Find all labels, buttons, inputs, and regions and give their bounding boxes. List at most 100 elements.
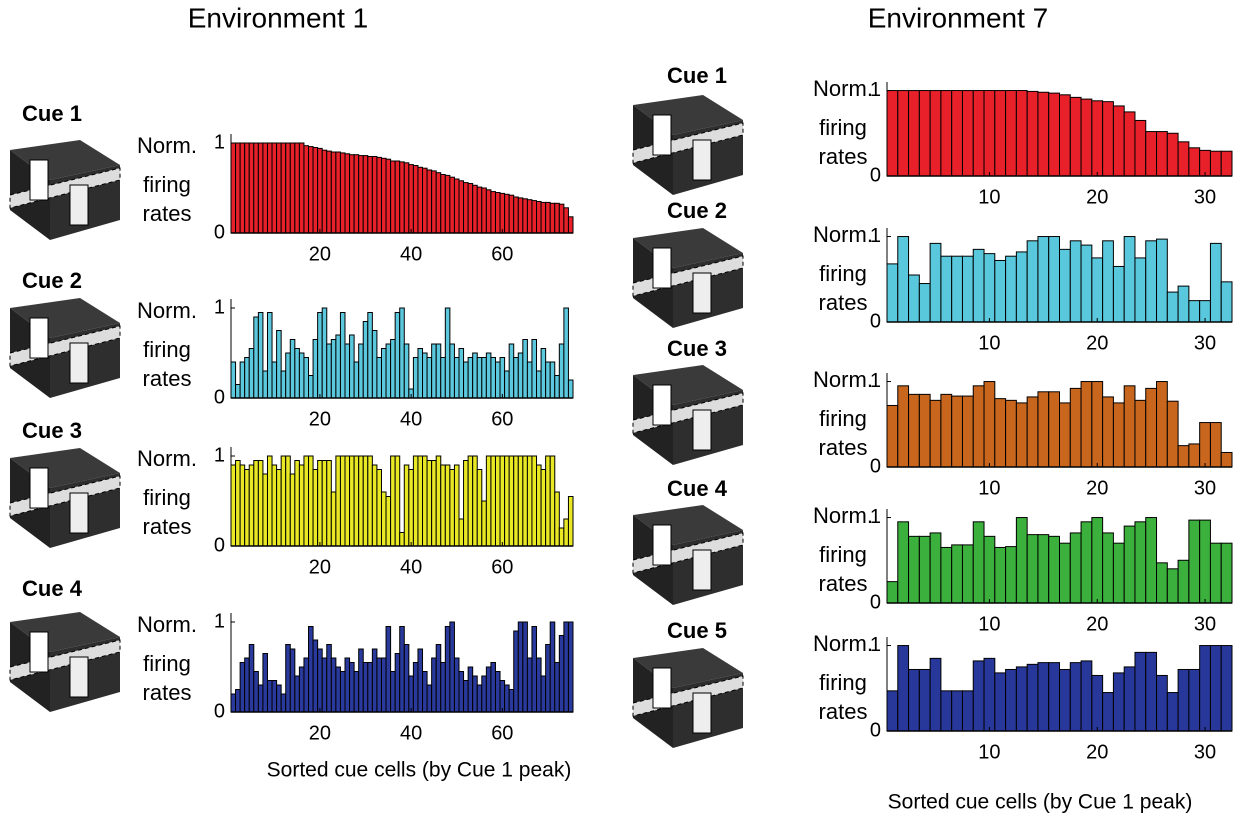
y-tick-label: 1 <box>214 131 225 153</box>
bar <box>1167 133 1178 176</box>
bar <box>514 197 519 233</box>
bar <box>381 158 386 233</box>
bar <box>1189 148 1200 176</box>
bar <box>236 143 241 233</box>
bar <box>391 456 396 546</box>
bar <box>432 658 437 712</box>
bar <box>286 645 291 713</box>
bar <box>254 143 259 233</box>
bar <box>486 667 491 712</box>
y-tick-label: 0 <box>214 534 225 556</box>
bar <box>1157 239 1168 322</box>
bar <box>240 362 245 398</box>
bar <box>1006 256 1017 322</box>
cue-image <box>633 365 743 465</box>
bar <box>427 170 432 233</box>
bar <box>527 200 532 233</box>
bar <box>258 143 263 233</box>
bar <box>509 344 514 398</box>
bar <box>309 456 314 546</box>
bar <box>400 627 405 713</box>
bar <box>1157 675 1168 731</box>
bar <box>1178 669 1189 731</box>
x-tick-label: 20 <box>1086 477 1108 499</box>
bar <box>1113 403 1124 467</box>
bar <box>486 353 491 398</box>
bar <box>1157 132 1168 176</box>
bar <box>546 202 551 233</box>
bar <box>477 685 482 712</box>
cue-object <box>30 318 48 358</box>
bar <box>500 358 505 399</box>
bar <box>564 622 569 712</box>
bar <box>249 645 254 713</box>
cue-object <box>653 385 671 425</box>
x-tick-label: 40 <box>400 556 422 578</box>
bar <box>409 470 414 547</box>
bar <box>263 371 268 398</box>
bar <box>400 162 405 233</box>
bar <box>423 353 428 398</box>
bar <box>372 157 377 234</box>
cue-title: Cue 3 <box>667 336 727 361</box>
bar <box>304 658 309 712</box>
bar <box>1167 569 1178 603</box>
y-axis-label: Norm. <box>813 367 873 392</box>
bar <box>962 691 973 731</box>
bar <box>550 362 555 398</box>
bar <box>377 157 382 233</box>
cue-image <box>10 140 120 240</box>
bar <box>1038 237 1049 322</box>
bar <box>495 362 500 398</box>
bar <box>245 470 250 547</box>
bar <box>464 681 469 713</box>
bar <box>413 166 418 234</box>
bar <box>537 658 542 712</box>
bar <box>277 331 282 399</box>
bar <box>363 322 368 399</box>
bar <box>568 217 573 233</box>
cue-object <box>653 115 671 155</box>
bar <box>445 175 450 233</box>
bar <box>995 547 1006 603</box>
bar <box>309 147 314 233</box>
bar <box>309 627 314 713</box>
x-tick-label: 20 <box>309 556 331 578</box>
bar <box>432 344 437 398</box>
cue-image <box>633 505 743 605</box>
bar <box>464 362 469 398</box>
bar <box>445 465 450 546</box>
bar <box>505 194 510 233</box>
bar <box>368 157 373 234</box>
bar <box>372 465 377 546</box>
cue-image <box>10 448 120 548</box>
bar <box>1049 392 1060 467</box>
bar <box>1006 91 1017 176</box>
bar <box>1146 652 1157 731</box>
cue-image <box>633 95 743 195</box>
bar <box>930 400 941 467</box>
y-tick-label: 0 <box>214 700 225 722</box>
bar <box>537 371 542 398</box>
bar <box>491 663 496 713</box>
x-tick-label: 60 <box>491 556 513 578</box>
bar <box>454 465 459 546</box>
bar <box>482 676 487 712</box>
bar <box>281 371 286 398</box>
bar <box>473 353 478 398</box>
bar <box>962 545 973 603</box>
y-axis-label: firing <box>819 115 867 140</box>
bar <box>258 313 263 399</box>
bar <box>340 153 345 233</box>
bar <box>1092 258 1103 322</box>
bar <box>887 405 898 467</box>
bar <box>1210 543 1221 603</box>
bar <box>1189 520 1200 603</box>
bar <box>1189 301 1200 322</box>
bar <box>327 344 332 398</box>
bar <box>541 202 546 233</box>
y-tick-label: 0 <box>214 386 225 408</box>
bar <box>477 187 482 233</box>
bar <box>286 456 291 546</box>
bar <box>459 519 464 546</box>
